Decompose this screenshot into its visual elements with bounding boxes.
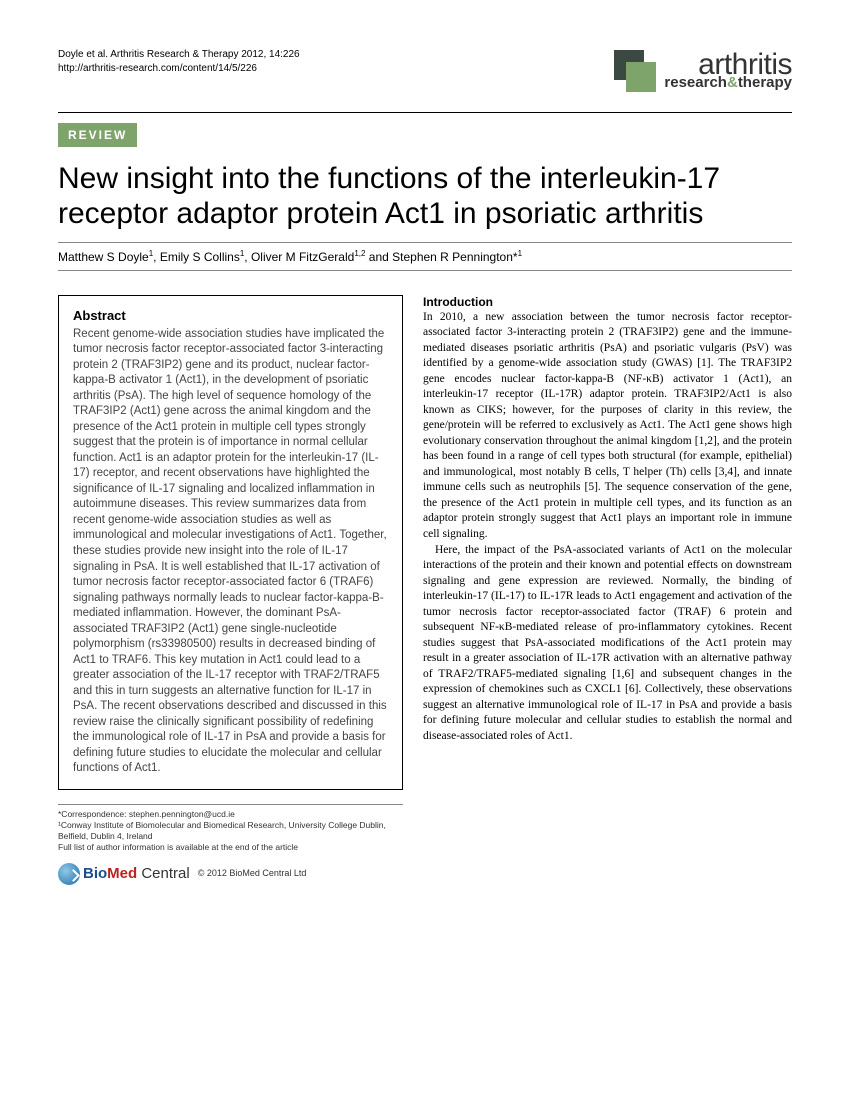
article-type-badge: REVIEW bbox=[58, 123, 137, 147]
author-info-note: Full list of author information is avail… bbox=[58, 842, 403, 853]
intro-para-1: In 2010, a new association between the t… bbox=[423, 310, 792, 543]
left-column: Abstract Recent genome-wide association … bbox=[58, 295, 403, 885]
content-columns: Abstract Recent genome-wide association … bbox=[58, 295, 792, 885]
abstract-box: Abstract Recent genome-wide association … bbox=[58, 295, 403, 790]
journal-logo-text: arthritis research&therapy bbox=[664, 52, 792, 90]
publisher-row: BioMed Central © 2012 BioMed Central Ltd bbox=[58, 863, 403, 885]
author-list: Matthew S Doyle1, Emily S Collins1, Oliv… bbox=[58, 249, 792, 264]
title-divider bbox=[58, 242, 792, 243]
copyright-text: © 2012 BioMed Central Ltd bbox=[198, 868, 307, 880]
page-header: Doyle et al. Arthritis Research & Therap… bbox=[58, 48, 792, 94]
correspondence-footer: *Correspondence: stephen.pennington@ucd.… bbox=[58, 804, 403, 885]
right-column: Introduction In 2010, a new association … bbox=[423, 295, 792, 885]
biomed-globe-icon bbox=[58, 863, 80, 885]
authors-divider bbox=[58, 270, 792, 271]
intro-heading: Introduction bbox=[423, 295, 792, 309]
abstract-heading: Abstract bbox=[73, 308, 388, 323]
article-title: New insight into the functions of the in… bbox=[58, 161, 792, 232]
header-divider bbox=[58, 112, 792, 113]
citation-block: Doyle et al. Arthritis Research & Therap… bbox=[58, 48, 300, 75]
biomed-central-logo: BioMed Central bbox=[58, 863, 190, 885]
intro-para-2: Here, the impact of the PsA-associated v… bbox=[423, 543, 792, 745]
citation-url: http://arthritis-research.com/content/14… bbox=[58, 62, 300, 76]
abstract-body: Recent genome-wide association studies h… bbox=[73, 327, 388, 777]
logo-squares-icon bbox=[612, 48, 658, 94]
correspondence-line: *Correspondence: stephen.pennington@ucd.… bbox=[58, 809, 403, 820]
journal-logo: arthritis research&therapy bbox=[612, 48, 792, 94]
affiliation-line: ¹Conway Institute of Biomolecular and Bi… bbox=[58, 820, 403, 842]
citation-line: Doyle et al. Arthritis Research & Therap… bbox=[58, 48, 300, 62]
journal-name-sub: research&therapy bbox=[664, 77, 792, 90]
